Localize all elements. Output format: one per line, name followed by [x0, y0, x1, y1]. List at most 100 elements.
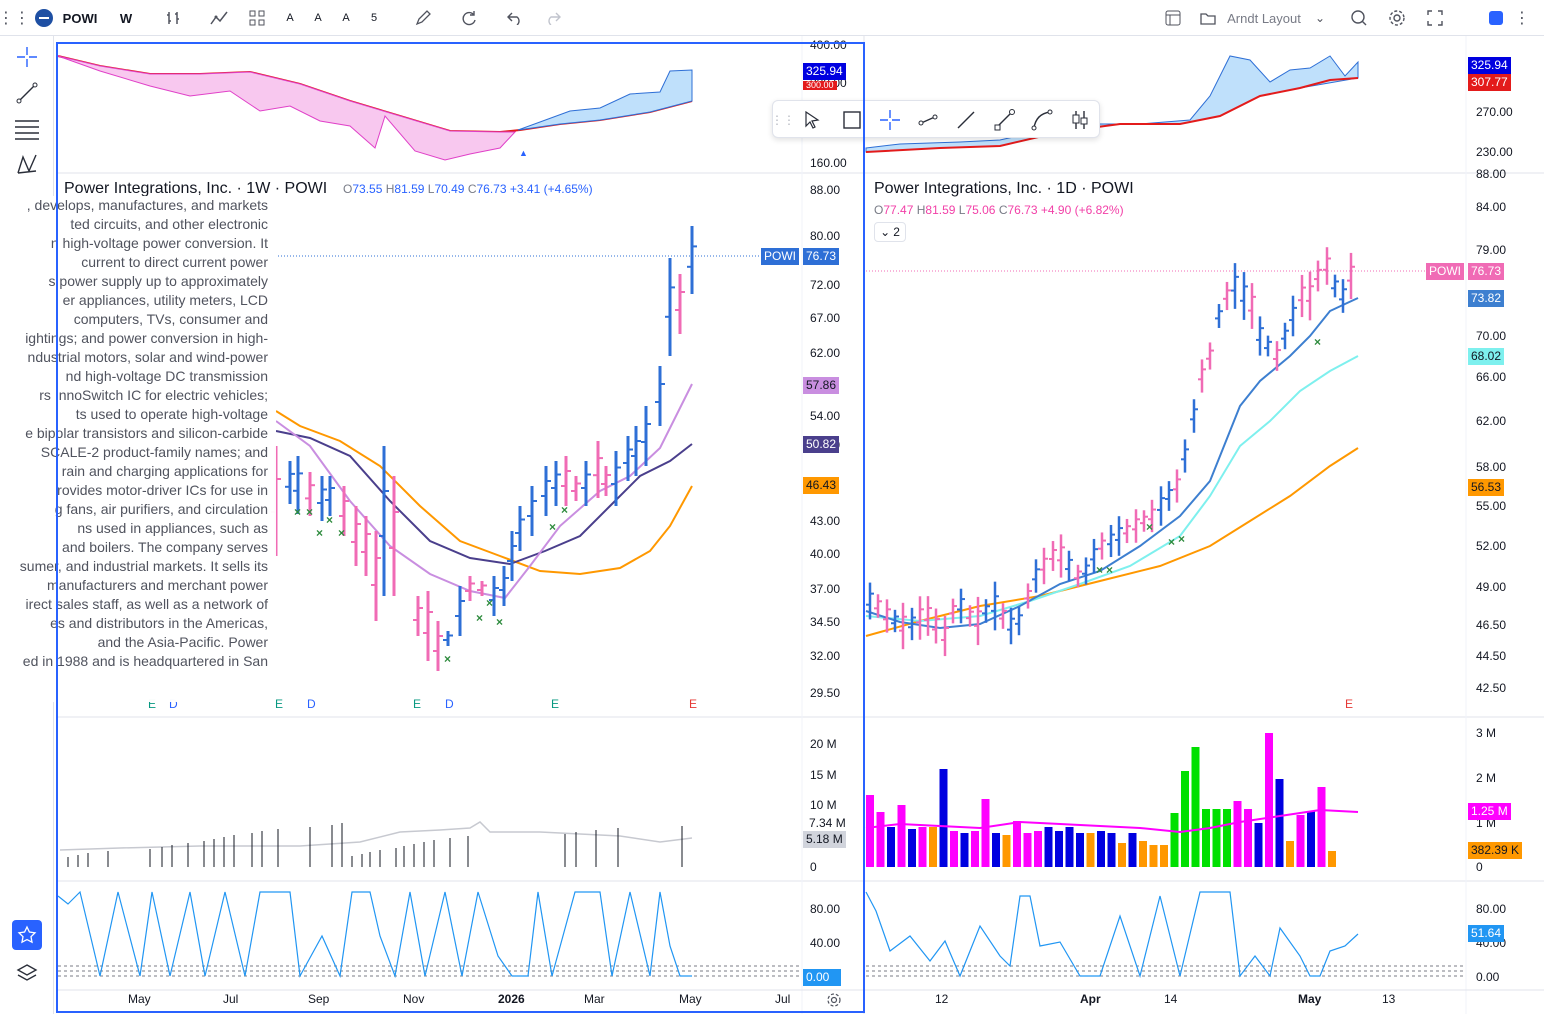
volume-bar	[1328, 851, 1336, 867]
top-toolbar: ⋮⋮ POWI W A A A 5 Arndt Layout ⌄	[0, 0, 1544, 36]
description-line: s power supply up to approximately	[48, 273, 268, 289]
left-top-blue-tag: 325.94	[803, 63, 846, 80]
left-price-axis-label: 80.00	[810, 229, 840, 243]
settings-gear-icon[interactable]	[1384, 0, 1410, 36]
layout-name-button[interactable]: Arndt Layout	[1227, 10, 1301, 26]
more-menu-icon[interactable]: ⋮	[1514, 10, 1530, 27]
volume-bar	[1023, 833, 1032, 867]
volume-bar	[981, 799, 990, 867]
volume-bar	[1055, 831, 1063, 867]
ray-tool-icon[interactable]	[913, 105, 943, 135]
time-axis-label: 12	[935, 992, 949, 1006]
left-chart-title: Power Integrations, Inc. · 1W · POWI	[64, 180, 328, 197]
left-top-pink-cloud	[57, 55, 517, 161]
replay-icon[interactable]	[456, 0, 482, 36]
crosshair-icon[interactable]	[875, 105, 905, 135]
left-price-axis-label: 54.00	[810, 409, 840, 423]
fullscreen-icon[interactable]	[1422, 0, 1448, 36]
low-label: L	[427, 182, 435, 196]
signal-x-marker: ×	[1178, 532, 1185, 546]
collapse-indicators-button[interactable]: ⌄ 2	[874, 222, 906, 242]
quick-search-icon[interactable]	[1346, 0, 1372, 36]
time-axis-label: 13	[1382, 992, 1396, 1006]
right-chart-title: Power Integrations, Inc. · 1D · POWI	[874, 180, 1134, 197]
signal-x-marker: ×	[486, 596, 493, 610]
drag-handle-icon[interactable]: ⋮⋮	[771, 113, 795, 127]
description-line: ts used to operate high-voltage	[75, 406, 268, 422]
signal-x-marker: ×	[1106, 563, 1113, 577]
alert-count[interactable]: 5	[370, 12, 378, 24]
volume-bar	[1065, 827, 1074, 867]
fib-tool-icon[interactable]	[12, 114, 42, 144]
event-marker: E	[275, 697, 283, 711]
signal-x-marker: ×	[476, 611, 483, 625]
signal-x-marker: ×	[444, 652, 451, 666]
left-top-axis-label: 160.00	[810, 156, 847, 170]
description-line: SCALE-2 product-family names; and	[40, 444, 268, 460]
description-line: ns used in appliances, such as	[77, 520, 268, 536]
signal-triangle-icon: ▲	[519, 148, 528, 158]
right-price-axis-label: 88.00	[1476, 167, 1506, 181]
volume-bar	[866, 795, 874, 867]
chart-series-layer: 88.0080.0072.0067.0062.0054.0050.0043.00…	[57, 38, 1513, 984]
undo-icon[interactable]	[502, 0, 528, 36]
indicators-icon[interactable]	[206, 0, 232, 36]
description-line: rain and charging applications for	[61, 463, 268, 479]
open-label: O	[874, 203, 884, 217]
description-line: manufacturers and merchant power	[47, 577, 268, 593]
layers-icon[interactable]	[12, 958, 42, 988]
description-line: current to direct current power	[81, 254, 268, 270]
chevron-down-icon[interactable]: ⌄	[1314, 11, 1326, 25]
volume-bar	[1212, 809, 1221, 867]
alert-button-3[interactable]: A	[342, 12, 350, 24]
path-tool-icon[interactable]	[989, 105, 1019, 135]
crosshair-tool-icon[interactable]	[12, 42, 42, 72]
signal-x-marker: ×	[1314, 335, 1321, 349]
volume-bar	[1254, 823, 1263, 867]
chevron-down-icon: ⌄	[880, 225, 891, 239]
line-tool-icon[interactable]	[951, 105, 981, 135]
description-line: ndustrial motors, solar and wind-power	[27, 349, 268, 365]
pencil-icon[interactable]	[410, 0, 436, 36]
trend-line-tool-icon[interactable]	[12, 78, 42, 108]
chart-canvas[interactable]: 88.0080.0072.0067.0062.0054.0050.0043.00…	[0, 36, 1544, 1014]
right-price-axis-label: 55.00	[1476, 499, 1506, 513]
left-price-axis-label: 43.00	[810, 514, 840, 528]
alert-button-1[interactable]: A	[286, 12, 294, 24]
candle-settings-icon[interactable]	[1065, 105, 1095, 135]
right-price-axis-label: 42.50	[1476, 681, 1506, 695]
symbol-search-button[interactable]: POWI	[62, 10, 98, 26]
color-swatch-button[interactable]	[1486, 0, 1506, 36]
volume-bar	[908, 829, 916, 867]
volume-bar	[1097, 831, 1105, 867]
redo-icon[interactable]	[540, 0, 566, 36]
bar-style-icon[interactable]	[160, 0, 186, 36]
rectangle-tool-icon[interactable]	[837, 105, 867, 135]
right-price-axis-label: 79.00	[1476, 243, 1506, 257]
left-osc-axis-label: 80.00	[810, 902, 840, 916]
volume-bar	[960, 833, 969, 867]
curve-tool-icon[interactable]	[1027, 105, 1057, 135]
volume-bar	[1244, 809, 1252, 867]
company-description-popup: , develops, manufactures, and markets ted…	[0, 196, 276, 702]
high-value: 81.59	[925, 203, 956, 217]
multi-layout-icon[interactable]	[1160, 0, 1186, 36]
signal-x-marker: ×	[316, 526, 323, 540]
alert-button-2[interactable]: A	[314, 12, 322, 24]
right-price-axis-label: 44.50	[1476, 649, 1506, 663]
watchlist-star-icon[interactable]	[12, 920, 42, 950]
cursor-arrow-icon[interactable]	[797, 105, 827, 135]
pattern-tool-icon[interactable]	[12, 150, 42, 180]
description-line: computers, TVs, consumer and	[73, 311, 268, 327]
event-marker: E	[689, 697, 697, 711]
axis-settings-gear-icon[interactable]	[826, 992, 842, 1008]
description-line: er appliances, utility meters, LCD	[62, 292, 268, 308]
templates-icon[interactable]	[244, 0, 270, 36]
right-last-price-tag: 76.73	[1468, 263, 1505, 280]
interval-button[interactable]: W	[119, 10, 133, 26]
time-axis-label: Jul	[775, 992, 791, 1006]
folder-icon[interactable]	[1198, 0, 1218, 36]
time-axis-label: Nov	[403, 992, 425, 1006]
drag-handle-icon[interactable]: ⋮⋮	[0, 10, 30, 27]
volume-bar	[1191, 747, 1200, 867]
